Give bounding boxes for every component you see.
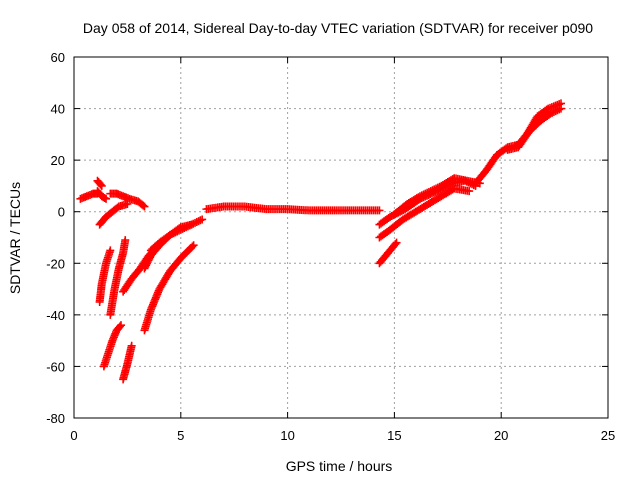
axis-ticks: 0 5 10 15 20 25 -80 -60 -40 -20 0 20 40 60 bbox=[46, 50, 615, 443]
data-point bbox=[416, 192, 425, 201]
data-point bbox=[123, 199, 132, 208]
y-tick-label: 20 bbox=[51, 153, 65, 168]
series-arc-pm-6 bbox=[503, 104, 566, 154]
data-point bbox=[139, 201, 148, 210]
y-tick-label: 0 bbox=[58, 205, 65, 220]
data-point bbox=[421, 189, 430, 198]
data-point bbox=[171, 228, 180, 237]
data-point bbox=[180, 224, 189, 233]
plot-frame bbox=[73, 56, 609, 419]
data-point bbox=[182, 223, 191, 232]
data-point bbox=[419, 190, 428, 199]
data-point bbox=[428, 186, 437, 195]
series-arc-pm-2 bbox=[375, 184, 474, 242]
data-point bbox=[433, 183, 442, 192]
x-tick-label: 0 bbox=[70, 428, 77, 443]
y-tick-label: -40 bbox=[46, 308, 65, 323]
x-tick-label: 10 bbox=[280, 428, 294, 443]
grid bbox=[74, 57, 608, 418]
data-point bbox=[432, 184, 441, 193]
data-point bbox=[116, 321, 125, 330]
data-point bbox=[176, 225, 185, 234]
data-point bbox=[102, 194, 111, 203]
data-point bbox=[198, 215, 207, 224]
data-point bbox=[189, 219, 198, 228]
x-tick-label: 15 bbox=[387, 428, 401, 443]
series-arc-rise-8 bbox=[140, 241, 198, 335]
data-point bbox=[166, 230, 175, 239]
data-point bbox=[183, 222, 192, 231]
data-point bbox=[175, 226, 184, 235]
data-point bbox=[185, 221, 194, 230]
data-point bbox=[127, 341, 136, 350]
data-point bbox=[555, 105, 564, 114]
y-axis-label: SDTVAR / TECUs bbox=[7, 182, 23, 294]
data-point bbox=[549, 108, 558, 117]
series-arc-pm-3 bbox=[375, 238, 401, 268]
x-axis-label: GPS time / hours bbox=[286, 458, 393, 474]
data-point bbox=[167, 230, 176, 239]
data-point bbox=[424, 187, 433, 196]
data-point bbox=[192, 218, 201, 227]
y-tick-label: 60 bbox=[51, 50, 65, 65]
y-tick-label: -20 bbox=[46, 256, 65, 271]
series-arc-peak bbox=[93, 176, 106, 190]
data-point bbox=[423, 188, 432, 197]
data-series bbox=[76, 99, 566, 384]
x-tick-label: 20 bbox=[494, 428, 508, 443]
data-point bbox=[391, 240, 400, 249]
series-arc-rise-3 bbox=[106, 236, 130, 319]
series-arc-rise-4 bbox=[99, 321, 125, 371]
series-arc-rise-1 bbox=[95, 199, 132, 229]
data-point bbox=[169, 229, 178, 238]
data-point bbox=[191, 218, 200, 227]
data-point bbox=[392, 238, 401, 247]
x-tick-label: 5 bbox=[177, 428, 184, 443]
series-arc-drop-a bbox=[93, 187, 111, 203]
series-arc-rise-9 bbox=[146, 215, 207, 255]
series-arc-midday bbox=[202, 202, 384, 215]
data-point bbox=[178, 224, 187, 233]
y-tick-label: -60 bbox=[46, 359, 65, 374]
data-point bbox=[557, 104, 566, 113]
data-point bbox=[426, 187, 435, 196]
data-point bbox=[100, 193, 109, 202]
series-arc-early-flat bbox=[106, 189, 149, 211]
y-tick-label: 40 bbox=[51, 102, 65, 117]
data-point bbox=[548, 108, 557, 117]
series-arc-rise-2 bbox=[95, 246, 115, 306]
data-point bbox=[189, 241, 198, 250]
data-point bbox=[121, 236, 130, 245]
data-point bbox=[375, 206, 384, 215]
data-point bbox=[187, 220, 196, 229]
data-point bbox=[115, 322, 124, 331]
data-point bbox=[96, 180, 105, 189]
x-tick-label: 25 bbox=[601, 428, 615, 443]
data-point bbox=[97, 181, 106, 190]
data-point bbox=[188, 242, 197, 251]
data-point bbox=[417, 191, 426, 200]
series-arc-rise-5 bbox=[119, 341, 136, 384]
y-tick-label: -80 bbox=[46, 411, 65, 426]
data-point bbox=[465, 187, 474, 196]
data-point bbox=[553, 106, 562, 115]
data-point bbox=[140, 202, 149, 211]
data-point bbox=[196, 216, 205, 225]
data-point bbox=[194, 217, 203, 226]
chart-title: Day 058 of 2014, Sidereal Day-to-day VTE… bbox=[83, 20, 593, 36]
data-point bbox=[546, 109, 555, 118]
data-point bbox=[173, 227, 182, 236]
data-point bbox=[551, 107, 560, 116]
data-point bbox=[106, 246, 115, 255]
data-point bbox=[430, 185, 439, 194]
